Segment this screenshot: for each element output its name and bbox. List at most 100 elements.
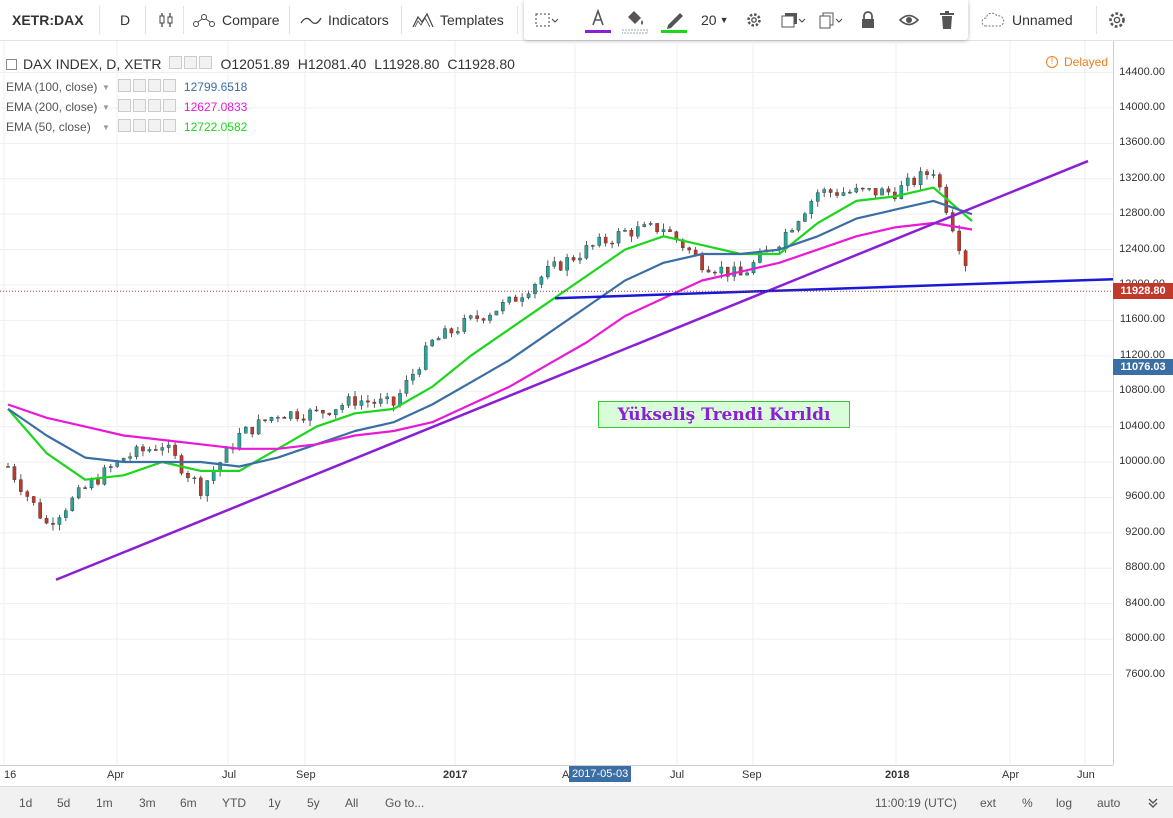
candle-body: [25, 491, 30, 497]
ema100-legend[interactable]: EMA (100, close) ▼ 12799.6518: [6, 79, 247, 95]
candle-body: [854, 187, 859, 193]
candle-body: [147, 449, 152, 452]
candle-body: [526, 293, 531, 298]
goto-button[interactable]: Go to...: [385, 795, 425, 810]
close-icon[interactable]: [162, 79, 176, 92]
candle-body: [648, 223, 653, 225]
eye-icon[interactable]: [117, 119, 131, 132]
ext-toggle[interactable]: ext: [980, 795, 997, 810]
support-line: [554, 277, 1113, 300]
indicators-icon: [300, 17, 322, 25]
candle-body: [250, 426, 255, 435]
clone-button[interactable]: [818, 0, 844, 40]
candle-body: [796, 221, 801, 231]
range-5d[interactable]: 5d: [57, 795, 71, 810]
candle-body: [745, 272, 749, 276]
candle-body: [121, 458, 126, 461]
candle-body: [449, 328, 454, 334]
layers-icon: [781, 13, 806, 28]
candle-body: [205, 480, 210, 496]
gear-icon[interactable]: [132, 119, 146, 132]
ema100-value: 12799.6518: [183, 80, 248, 94]
interval-button[interactable]: D: [120, 0, 130, 40]
candle-body: [96, 479, 100, 485]
delayed-badge[interactable]: ! Delayed: [1046, 55, 1108, 69]
price-chart[interactable]: [0, 41, 1113, 765]
candle-body: [809, 201, 814, 214]
select-area-button[interactable]: [534, 0, 560, 40]
gear-icon[interactable]: [132, 79, 146, 92]
compare-button[interactable]: Compare: [192, 0, 280, 40]
percent-toggle[interactable]: %: [1022, 795, 1033, 810]
price-tick-label: 12800.00: [1119, 207, 1165, 220]
eye-icon[interactable]: [117, 79, 131, 92]
range-3m[interactable]: 3m: [139, 795, 156, 810]
trend-annotation[interactable]: Yükseliş Trendi Kırıldı: [598, 401, 850, 428]
range-1m[interactable]: 1m: [96, 795, 113, 810]
clock-time[interactable]: 11:00:19 (UTC): [875, 795, 957, 810]
candle-body: [912, 177, 916, 185]
visual-order-button[interactable]: [780, 0, 806, 40]
candle-body: [295, 411, 300, 420]
candle-body: [513, 296, 518, 302]
text-color-button[interactable]: [585, 0, 611, 40]
ema50-legend[interactable]: EMA (50, close) ▼ 12722.0582: [6, 119, 247, 135]
indicators-button[interactable]: Indicators: [300, 0, 389, 40]
log-toggle[interactable]: log: [1056, 795, 1073, 810]
plus-icon[interactable]: [147, 119, 161, 132]
eye-icon[interactable]: [169, 56, 183, 69]
candle-body: [179, 455, 184, 474]
time-axis[interactable]: 16 Apr Jul Sep 2017 Ap 2017-05-03 Jul Se…: [0, 765, 1113, 785]
price-tick-label: 8400.00: [1125, 596, 1165, 609]
gear-icon[interactable]: [184, 56, 198, 69]
candle-body: [224, 447, 229, 463]
layout-name-button[interactable]: Unnamed: [980, 0, 1073, 40]
gear-icon[interactable]: [132, 99, 146, 112]
eye-icon[interactable]: [117, 99, 131, 112]
ema200-legend[interactable]: EMA (200, close) ▼ 12627.0833: [6, 99, 247, 115]
candle-body: [546, 266, 550, 278]
chart-type-button[interactable]: [157, 0, 175, 40]
plus-icon[interactable]: [147, 79, 161, 92]
price-tick-label: 13200.00: [1119, 171, 1165, 184]
candle-body: [475, 315, 479, 319]
line-color-button[interactable]: [661, 0, 687, 40]
delete-button[interactable]: [940, 0, 954, 40]
time-label-16: 16: [4, 769, 17, 781]
range-6m[interactable]: 6m: [180, 795, 197, 810]
auto-toggle[interactable]: auto: [1097, 795, 1121, 810]
range-1y[interactable]: 1y: [268, 795, 281, 810]
settings-button[interactable]: [745, 0, 763, 40]
lock-button[interactable]: [861, 0, 875, 40]
fill-color-button[interactable]: [622, 0, 648, 40]
collapse-panel-button[interactable]: [1147, 787, 1159, 818]
candle-body: [507, 296, 512, 303]
price-axis[interactable]: 14400.00 14000.00 13600.00 13200.00 12800.00…: [1113, 41, 1173, 786]
collapse-icon[interactable]: [6, 58, 17, 70]
candle-body: [803, 213, 807, 222]
plus-icon[interactable]: [147, 99, 161, 112]
candle-body: [938, 174, 942, 188]
symbol-search[interactable]: XETR:DAX: [12, 0, 84, 40]
range-all[interactable]: All: [345, 795, 359, 810]
hide-button[interactable]: [899, 0, 919, 40]
candle-body: [860, 187, 865, 190]
font-size-select[interactable]: 20 ▼: [701, 0, 729, 40]
more-icon[interactable]: [199, 56, 213, 69]
candle-body: [282, 416, 287, 419]
time-label-apr-2018: Apr: [1002, 769, 1020, 781]
chart-settings-button[interactable]: [1107, 0, 1127, 40]
range-ytd[interactable]: YTD: [222, 795, 246, 810]
range-1d[interactable]: 1d: [19, 795, 33, 810]
ema100-label: EMA (100, close): [6, 80, 98, 94]
chevron-down-icon: ▼: [102, 102, 110, 112]
candles-icon: [159, 13, 173, 27]
templates-button[interactable]: Templates: [412, 0, 504, 40]
candle-body: [301, 418, 306, 421]
candle-body: [443, 328, 447, 339]
price-tick-label: 9200.00: [1125, 525, 1165, 538]
range-5y[interactable]: 5y: [307, 795, 320, 810]
close-icon[interactable]: [162, 99, 176, 112]
close-icon[interactable]: [162, 119, 176, 132]
candle-body: [533, 284, 537, 295]
